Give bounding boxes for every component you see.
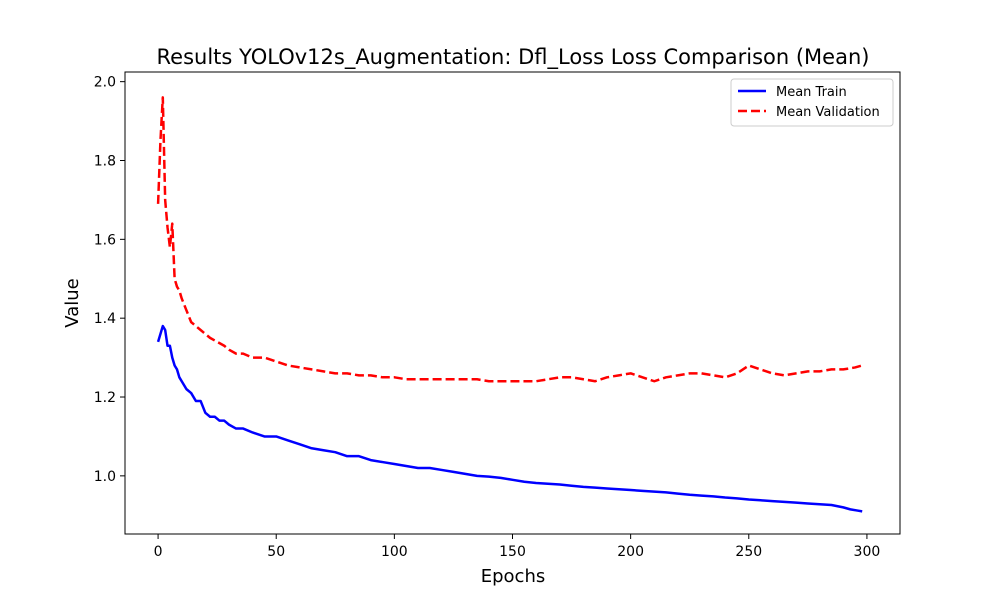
x-tick-label: 100 — [381, 544, 408, 560]
legend-box — [730, 78, 894, 127]
y-axis: 1.0 1.2 1.4 1.6 1.8 2.0 — [94, 75, 125, 485]
axes-background — [125, 72, 900, 534]
x-axis-label: Epochs — [481, 566, 546, 587]
x-tick-label: 150 — [499, 544, 526, 560]
y-tick-label: 1.6 — [94, 232, 116, 248]
series-layer — [156, 96, 863, 513]
y-tick-label: 1.8 — [94, 153, 116, 169]
x-tick-label: 50 — [267, 544, 285, 560]
y-axis-label: Value — [62, 278, 83, 327]
y-tick-label: 1.4 — [94, 311, 116, 327]
x-tick-label: 250 — [735, 544, 762, 560]
plot-area — [124, 71, 901, 535]
x-tick-label: 0 — [154, 544, 163, 560]
legend-label-mean-train: Mean Train — [776, 85, 847, 100]
x-tick-label: 300 — [854, 544, 881, 560]
x-tick-label: 200 — [617, 544, 644, 560]
legend-label-mean-validation: Mean Validation — [776, 105, 880, 120]
legend: Mean Train Mean Validation — [730, 78, 894, 127]
chart-title: Results YOLOv12s_Augmentation: Dfl_Loss … — [157, 45, 870, 70]
series-line-mean-validation — [156, 96, 863, 383]
y-tick-label: 2.0 — [94, 75, 116, 91]
y-tick-label: 1.2 — [94, 390, 116, 406]
y-tick-label: 1.0 — [94, 469, 116, 485]
x-axis: 0 50 100 150 200 250 300 — [154, 534, 881, 560]
series-line-mean-train — [156, 324, 863, 513]
